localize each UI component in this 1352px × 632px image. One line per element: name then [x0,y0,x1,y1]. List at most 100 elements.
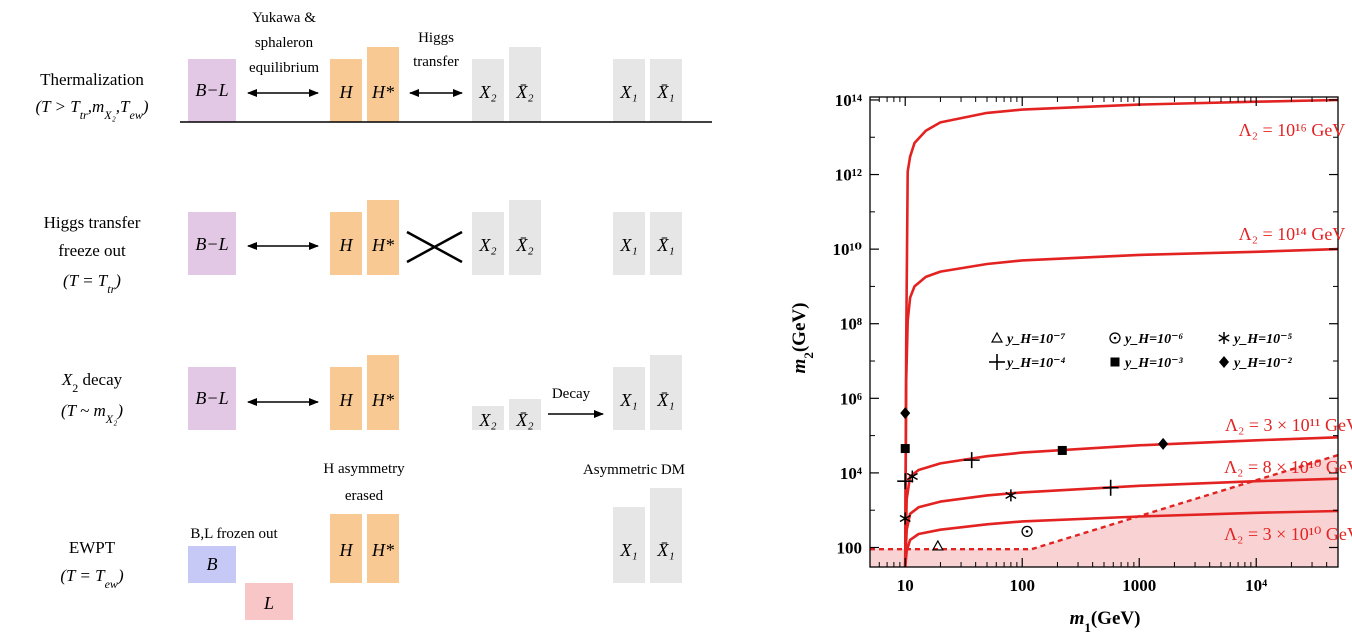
diagram: Thermalization (T > Ttr,mX₂,Tew) B−L Yuk… [35,10,712,620]
curve-labels: Λ₂ = 10¹⁶ GeV Λ₂ = 10¹⁴ GeV Λ₂ = 3 × 10¹¹ … [1224,120,1352,544]
box-hstar-label: H* [371,82,394,102]
legend-label: y_H=10⁻⁴ [1005,356,1065,371]
box-x2bar [509,399,541,430]
legend-marker-circle-dot [1109,332,1121,344]
box-b [188,546,236,583]
box-bl [188,367,236,430]
box-b-label: B [207,554,218,574]
series-line-1 [903,247,1338,567]
chart: 10 100 1000 10⁴ 100 10⁴ 10⁶ 10⁸ 10¹⁰ 10¹² 10¹⁴ Λ₂ … [789,91,1352,632]
box-h-label: H [339,540,354,560]
point-circle-dot [1021,525,1033,538]
stage-title-freezeout-2: freeze out [58,241,126,260]
y-tick-label: 10⁴ [840,464,862,483]
series-line-0 [903,98,1338,567]
box-x1bar-label: X̄₁ [656,540,674,560]
box-x1-label: X₁ [619,235,637,255]
stage-cond-thermalization: (T > Ttr,mX₂,Tew) [35,97,148,122]
x-tick-label: 10 [897,576,914,595]
legend-label: y_H=10⁻⁷ [1005,332,1065,347]
box-x1bar [650,59,682,122]
box-x1bar-label: X̄₁ [656,82,674,102]
stage-cond-x2decay: (T ~ mX₂) [61,401,123,426]
legend-label: y_H=10⁻⁵ [1232,332,1292,347]
legend-label: y_H=10⁻³ [1123,356,1183,371]
box-hstar-label: H* [371,390,394,410]
forbidden-region-fill [870,455,1338,567]
marker-legend: y_H=10⁻⁷ y_H=10⁻⁶ y_H=10⁻⁵ y_H=10⁻⁴ y_H=10⁻³… [989,331,1292,371]
box-hstar [367,355,399,430]
point-square [1057,445,1067,455]
point-plus [1102,479,1119,496]
box-x2bar-label: X̄₂ [515,235,533,255]
box-bl-label: B−L [195,388,228,408]
series-line-4 [903,509,1338,567]
stage-title-ewpt: EWPT [69,538,116,557]
series-label-1: Λ₂ = 10¹⁴ GeV [1239,224,1346,244]
box-hstar [367,47,399,122]
legend-marker-diamond [1219,356,1229,368]
point-triangle [931,539,944,551]
box-x1 [613,212,645,275]
y-tick-label: 10¹⁴ [835,91,862,110]
x-tick-label: 100 [1009,576,1035,595]
stage-title-x2decay: X2 decay [61,370,123,395]
box-x1bar-label: X̄₁ [656,390,674,410]
box-l-label: L [263,593,274,613]
note-yukawa-1: Yukawa & [252,10,316,26]
chart-series [903,98,1338,567]
legend-label: y_H=10⁻⁶ [1123,332,1183,347]
box-h [330,212,362,275]
box-x1bar-label: X̄₁ [656,235,674,255]
note-higgs-2: transfer [413,54,459,70]
cross-line-2 [406,230,463,264]
point-square [900,444,910,454]
point-diamond [900,407,911,420]
box-bl-label: B−L [195,80,228,100]
box-x2 [472,212,504,275]
box-x2-label: X₂ [478,410,496,430]
box-x2bar [509,200,541,275]
box-hstar-label: H* [371,235,394,255]
point-diamond [1158,437,1169,450]
note-yukawa-2: sphaleron [255,35,314,51]
box-x2bar-label: X̄₂ [515,82,533,102]
box-x1 [613,507,645,583]
box-bl [188,212,236,275]
series-label-2: Λ₂ = 3 × 10¹¹ GeV [1225,415,1352,435]
box-x2bar [509,47,541,122]
box-x2 [472,59,504,122]
y-tick-label: 10¹⁰ [832,240,862,259]
box-x1-label: X₁ [619,82,637,102]
box-hstar-label: H* [371,540,394,560]
box-x2-label: X₂ [478,82,496,102]
chart-points [897,407,1169,551]
y-tick-label: 10⁸ [840,315,862,334]
series-line-2 [903,436,1338,567]
box-x1bar [650,212,682,275]
note-hasym-2: erased [345,488,384,504]
box-x2 [472,406,504,430]
box-x1-label: X₁ [619,390,637,410]
box-x1 [613,59,645,122]
series-label-3: Λ₂ = 8 × 10¹⁰ GeV [1224,457,1352,477]
note-yukawa-3: equilibrium [249,60,319,76]
box-bl-label: B−L [195,234,228,254]
legend-marker-square [1110,357,1120,367]
series-label-4: Λ₂ = 3 × 10¹⁰ GeV [1224,524,1352,544]
box-hstar [367,200,399,275]
stage-x2-decay: X2 decay (T ~ mX₂) B−L H H* X₂ X̄₂ Decay… [61,355,682,430]
series-label-0: Λ₂ = 10¹⁶ GeV [1239,120,1346,140]
note-bl-frozen: B,L frozen out [190,526,278,542]
point-star [906,470,918,483]
box-h [330,514,362,583]
legend-label: y_H=10⁻² [1232,356,1292,371]
note-asym-dm: Asymmetric DM [583,462,685,478]
box-h [330,367,362,430]
stage-freezeout: Higgs transfer freeze out (T = Ttr) B−L … [44,200,682,296]
series-line-3 [903,477,1338,567]
box-h [330,59,362,122]
x-tick-label: 1000 [1122,576,1156,595]
stage-thermalization: Thermalization (T > Ttr,mX₂,Tew) B−L Yuk… [35,10,712,123]
